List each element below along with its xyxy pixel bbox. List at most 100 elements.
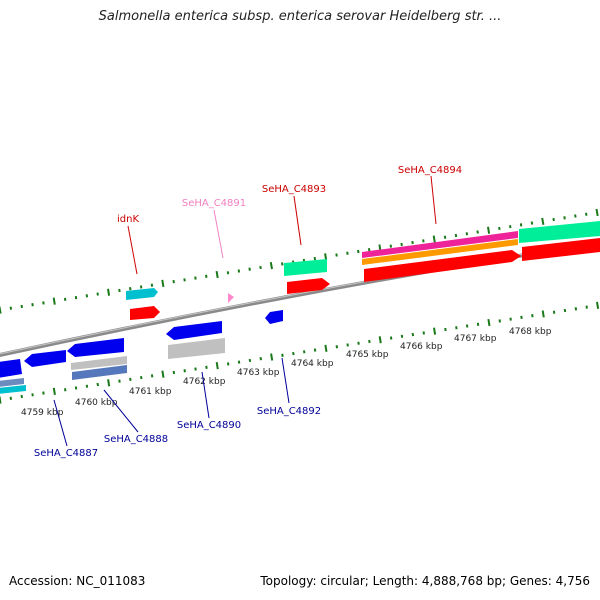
forward-tick — [530, 221, 534, 225]
reverse-tick — [324, 344, 328, 352]
leader-idnk — [127, 225, 138, 275]
leader-seha-c4890 — [201, 371, 210, 419]
gene-seha-c4890-gray[interactable] — [168, 338, 225, 359]
reverse-tick — [541, 310, 545, 318]
label-seha-c4893[interactable]: SeHA_C4893 — [262, 184, 326, 195]
cds-idnk-arrow[interactable] — [130, 306, 160, 320]
tick-label-4768: 4768 kbp — [509, 327, 552, 337]
label-seha-c4891[interactable]: SeHA_C4891 — [182, 198, 246, 209]
forward-tick — [129, 287, 132, 291]
label-leaders — [53, 175, 437, 447]
reverse-tick — [563, 308, 567, 313]
forward-tick — [118, 288, 121, 293]
label-seha-c4888[interactable]: SeHA_C4888 — [104, 434, 168, 445]
forward-tick — [0, 306, 2, 314]
label-idnk[interactable]: idnK — [117, 214, 139, 225]
gene-seha-c4894-magenta[interactable] — [362, 231, 518, 258]
map-title: Salmonella enterica subsp. enterica sero… — [98, 9, 502, 24]
cds-seha-c4892-arrow[interactable] — [265, 310, 283, 324]
reverse-features — [0, 310, 283, 394]
tick-label-4764: 4764 kbp — [291, 359, 334, 369]
forward-tick — [476, 230, 479, 234]
reverse-tick — [270, 353, 274, 361]
cds-seha-c4893-arrow[interactable] — [287, 278, 330, 294]
forward-tick — [498, 226, 501, 231]
reverse-tick — [596, 301, 600, 309]
reverse-tick — [476, 322, 480, 326]
accession-label: Accession: NC_011083 — [9, 574, 146, 588]
reverse-tick — [96, 382, 99, 387]
reverse-tick — [85, 384, 89, 388]
reverse-tick — [389, 336, 393, 340]
reverse-tick — [444, 327, 447, 332]
reverse-tick — [161, 370, 165, 378]
reverse-tick — [455, 326, 458, 330]
tick-label-4759: 4759 kbp — [21, 408, 64, 418]
cds-left-edge-blue[interactable] — [0, 359, 22, 378]
forward-tick — [552, 217, 555, 222]
reverse-tick — [465, 324, 469, 328]
gene-seha-c4894-orange[interactable] — [362, 239, 518, 265]
forward-tick — [422, 239, 425, 243]
gene-seha-c4888-gray[interactable] — [71, 356, 127, 370]
label-seha-c4894[interactable]: SeHA_C4894 — [398, 165, 462, 176]
gene-seha-c4893-box[interactable] — [284, 259, 327, 276]
reverse-tick — [194, 367, 197, 371]
gene-left-edge-gray[interactable] — [0, 378, 24, 387]
reverse-tick — [346, 343, 349, 347]
tick-label-4763: 4763 kbp — [237, 368, 280, 378]
genome-map-canvas: 4759 kbp 4760 kbp 4761 kbp 4762 kbp 4763… — [0, 165, 600, 459]
reverse-tick-track — [0, 301, 600, 404]
forward-tick — [183, 278, 186, 282]
forward-tick — [432, 235, 436, 243]
gene-seha-c4891-arrow[interactable] — [228, 293, 234, 303]
forward-tick — [226, 271, 230, 275]
reverse-tick — [129, 377, 132, 381]
forward-tick — [237, 269, 241, 273]
reverse-tick — [292, 351, 295, 356]
tick-label-4762: 4762 kbp — [183, 377, 226, 387]
reverse-tick — [259, 357, 262, 361]
forward-tick — [20, 304, 23, 309]
gene-idnk-box[interactable] — [126, 288, 158, 300]
genome-backbone-highlight — [0, 241, 600, 355]
forward-tick — [194, 276, 197, 280]
tick-labels: 4759 kbp 4760 kbp 4761 kbp 4762 kbp 4763… — [21, 327, 552, 418]
forward-tick — [465, 232, 469, 236]
reverse-tick — [226, 362, 230, 366]
label-seha-c4890[interactable]: SeHA_C4890 — [177, 420, 241, 431]
forward-tick — [269, 262, 273, 270]
forward-tick — [139, 285, 143, 289]
cds-seha-c4887-arrow[interactable] — [24, 350, 66, 367]
forward-tick — [585, 212, 588, 216]
forward-tick — [85, 294, 89, 298]
gene-seha-c4888-steel[interactable] — [72, 365, 127, 380]
gene-right-green[interactable] — [519, 221, 600, 243]
label-seha-c4887[interactable]: SeHA_C4887 — [34, 448, 98, 459]
reverse-tick — [74, 386, 78, 390]
leader-seha-c4887 — [53, 399, 68, 447]
forward-tick — [367, 248, 371, 252]
cds-seha-c4888-arrow[interactable] — [67, 338, 124, 357]
cds-seha-c4894-arrow[interactable] — [364, 250, 521, 282]
forward-tick — [411, 240, 414, 245]
forward-tick — [509, 225, 512, 229]
reverse-tick — [422, 331, 425, 335]
cds-seha-c4890-arrow[interactable] — [166, 321, 222, 340]
forward-tick — [31, 303, 34, 307]
label-seha-c4892[interactable]: SeHA_C4892 — [257, 406, 321, 417]
leader-seha-c4891 — [213, 209, 224, 259]
gene-labels: idnK SeHA_C4891 SeHA_C4893 SeHA_C4894 Se… — [34, 165, 462, 459]
reverse-tick — [313, 348, 317, 352]
forward-tick — [107, 288, 111, 296]
reverse-tick — [172, 370, 176, 375]
genome-summary: Topology: circular; Length: 4,888,768 bp… — [260, 574, 590, 588]
forward-tick — [563, 216, 566, 220]
forward-tick — [595, 208, 599, 217]
leader-seha-c4888 — [103, 389, 139, 433]
cds-right-red[interactable] — [522, 238, 600, 261]
gene-left-edge-cyan[interactable] — [0, 385, 26, 394]
reverse-tick — [411, 332, 415, 337]
forward-tick — [313, 256, 317, 261]
